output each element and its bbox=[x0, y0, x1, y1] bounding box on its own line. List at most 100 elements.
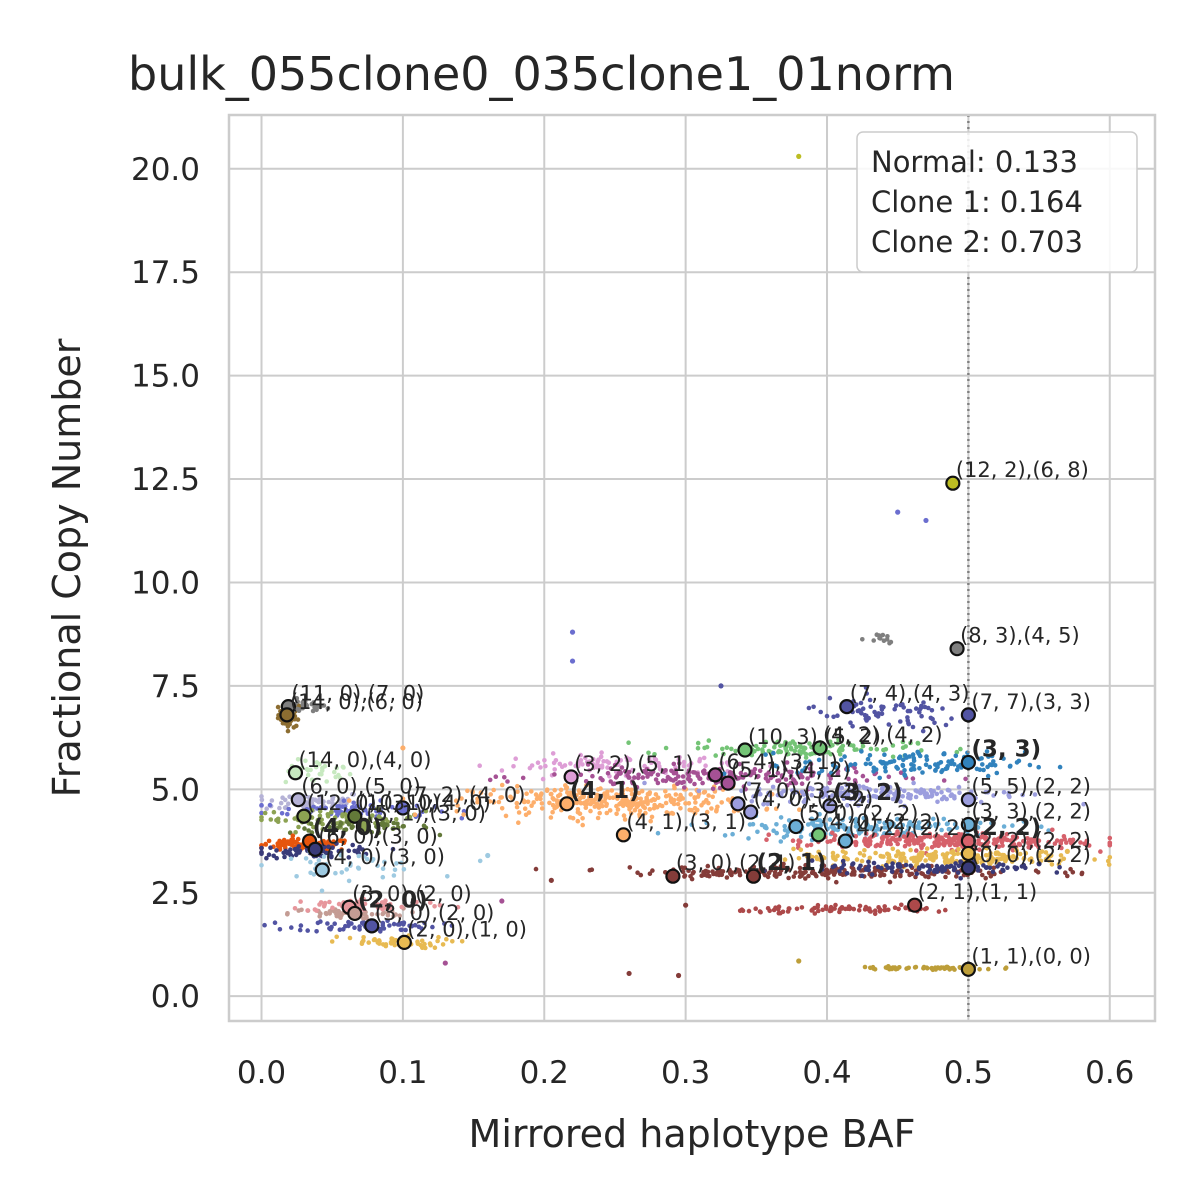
bin-point bbox=[548, 877, 554, 883]
bin-point bbox=[749, 799, 755, 804]
bin-point bbox=[335, 811, 340, 816]
bin-point bbox=[836, 737, 841, 742]
bin-point bbox=[778, 839, 784, 844]
bin-point bbox=[542, 758, 547, 763]
bin-point bbox=[1036, 764, 1041, 770]
bin-point bbox=[259, 863, 264, 868]
bin-point bbox=[371, 937, 377, 943]
bin-point bbox=[657, 802, 663, 808]
bin-point bbox=[915, 749, 920, 755]
bin-point bbox=[626, 740, 631, 745]
bin-point bbox=[935, 799, 940, 805]
bin-point bbox=[503, 813, 509, 819]
bin-point bbox=[364, 915, 369, 921]
bin-point bbox=[884, 862, 889, 868]
bin-point bbox=[891, 821, 896, 826]
bin-point bbox=[607, 795, 612, 801]
cluster-marker bbox=[287, 765, 304, 781]
bin-point bbox=[771, 862, 777, 868]
bin-point bbox=[548, 815, 554, 820]
bin-point bbox=[580, 816, 585, 821]
bin-point bbox=[906, 965, 911, 971]
bin-point bbox=[343, 923, 348, 929]
legend-box bbox=[856, 131, 1138, 273]
bin-point bbox=[1070, 870, 1076, 875]
bin-point bbox=[329, 810, 334, 815]
bin-point bbox=[569, 658, 576, 664]
bin-point bbox=[358, 902, 364, 908]
bin-point bbox=[994, 770, 1000, 776]
bin-point bbox=[704, 744, 710, 750]
bin-point bbox=[328, 925, 334, 930]
bin-point bbox=[722, 833, 728, 838]
bin-point bbox=[372, 902, 378, 908]
bin-point bbox=[688, 874, 693, 879]
bin-point bbox=[895, 868, 900, 873]
bin-point bbox=[632, 807, 638, 813]
bin-point bbox=[285, 811, 290, 817]
bin-point bbox=[944, 796, 949, 802]
bin-point bbox=[282, 805, 288, 811]
bin-point bbox=[410, 910, 415, 915]
bin-point bbox=[549, 791, 554, 797]
bin-point bbox=[382, 825, 387, 831]
bin-point bbox=[844, 871, 850, 876]
bin-point bbox=[335, 913, 341, 919]
bin-point bbox=[296, 824, 301, 830]
bin-point bbox=[263, 841, 268, 847]
bin-point bbox=[604, 810, 610, 816]
bin-point bbox=[652, 802, 657, 808]
bin-point bbox=[415, 941, 421, 946]
bin-point bbox=[882, 907, 887, 913]
bin-point bbox=[706, 738, 712, 743]
bin-point bbox=[308, 859, 313, 865]
bin-point bbox=[782, 827, 788, 833]
cluster-marker bbox=[810, 827, 827, 843]
bin-point bbox=[974, 830, 979, 835]
bin-point bbox=[583, 805, 589, 810]
bin-point bbox=[435, 938, 440, 944]
bin-point bbox=[330, 905, 335, 911]
bin-point bbox=[330, 800, 335, 806]
bin-point bbox=[746, 836, 751, 841]
cluster-label: (8, 3),(4, 5) bbox=[960, 624, 1080, 648]
bin-point bbox=[881, 747, 886, 753]
bin-point bbox=[865, 756, 871, 762]
bin-point bbox=[869, 872, 875, 877]
bin-point bbox=[942, 751, 947, 757]
bin-point bbox=[775, 792, 781, 798]
bin-point bbox=[578, 752, 583, 758]
bin-point bbox=[906, 721, 912, 727]
bin-point bbox=[954, 842, 960, 848]
bin-point bbox=[766, 790, 771, 796]
bin-point bbox=[873, 788, 879, 793]
bin-point bbox=[783, 767, 788, 772]
bin-point bbox=[911, 758, 917, 764]
cluster-label: (2, 0) bbox=[358, 887, 428, 913]
bin-point bbox=[1043, 850, 1049, 855]
bin-point bbox=[827, 817, 833, 822]
bin-point bbox=[819, 819, 825, 825]
bin-point bbox=[314, 929, 319, 934]
bin-point bbox=[524, 791, 529, 796]
bin-point bbox=[317, 902, 322, 907]
bin-point bbox=[591, 765, 596, 771]
x-tick-label: 0.6 bbox=[1085, 1055, 1134, 1091]
bin-point bbox=[314, 798, 320, 804]
bin-point bbox=[369, 830, 375, 835]
bin-point bbox=[442, 960, 448, 966]
bin-point bbox=[920, 863, 925, 868]
bin-point bbox=[996, 844, 1002, 849]
bin-point bbox=[902, 773, 908, 778]
bin-point bbox=[638, 796, 643, 802]
bin-point bbox=[1028, 843, 1034, 849]
bin-point bbox=[857, 903, 863, 909]
bin-point bbox=[829, 908, 834, 913]
bin-point bbox=[763, 752, 768, 757]
bin-point bbox=[943, 722, 949, 728]
bin-point bbox=[803, 765, 808, 771]
bin-point bbox=[812, 871, 818, 877]
bin-point bbox=[823, 792, 829, 798]
bin-point bbox=[587, 768, 592, 773]
bin-point bbox=[868, 704, 873, 709]
